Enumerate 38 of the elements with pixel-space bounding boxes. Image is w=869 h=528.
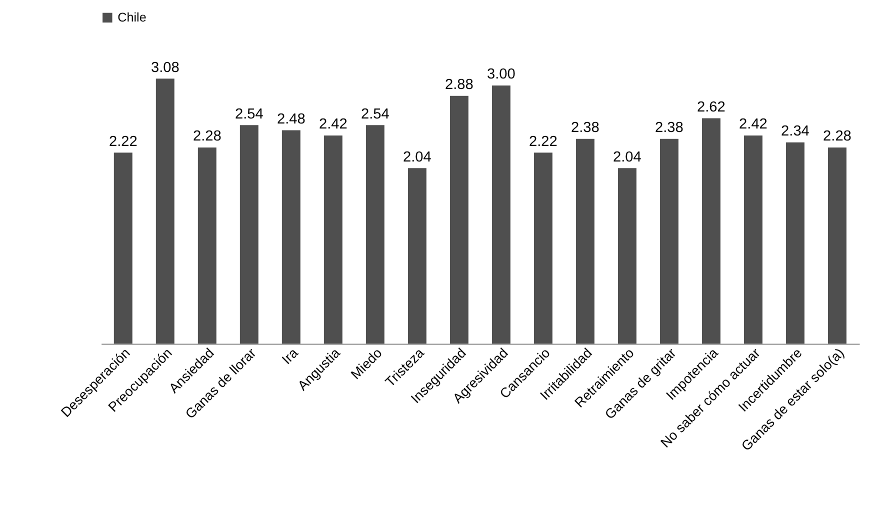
bar xyxy=(408,168,426,344)
data-label: 2.28 xyxy=(192,128,222,145)
bar xyxy=(324,135,342,344)
data-label: 2.04 xyxy=(402,149,432,166)
x-tick-label: Ira xyxy=(279,345,302,368)
bar xyxy=(492,86,510,344)
data-label: 2.28 xyxy=(823,128,852,145)
bar xyxy=(450,96,468,344)
bar xyxy=(198,148,216,344)
data-label: 2.62 xyxy=(697,99,726,116)
data-label: 2.42 xyxy=(318,116,348,133)
data-label: 2.22 xyxy=(529,134,558,150)
bar xyxy=(534,152,552,344)
bar xyxy=(282,130,300,344)
data-label: 2.42 xyxy=(739,116,768,133)
bar xyxy=(786,142,804,344)
bar xyxy=(366,125,384,344)
data-label: 2.48 xyxy=(276,111,306,128)
data-label: 2.22 xyxy=(108,134,138,150)
data-label: 3.08 xyxy=(150,60,180,76)
data-label: 2.34 xyxy=(781,124,810,140)
data-label: 2.04 xyxy=(613,149,642,166)
bar xyxy=(744,135,762,344)
data-label: 2.38 xyxy=(571,120,600,136)
bar xyxy=(618,168,636,344)
data-label: 2.54 xyxy=(234,106,264,122)
data-label: 3.00 xyxy=(487,66,516,83)
legend-label: Chile xyxy=(118,10,146,25)
data-label: 2.54 xyxy=(360,106,390,122)
bar xyxy=(114,152,132,344)
bar xyxy=(576,138,594,344)
data-label: 2.38 xyxy=(655,120,684,136)
bar xyxy=(156,78,174,344)
bar xyxy=(702,118,720,344)
bar xyxy=(240,125,258,344)
bar xyxy=(828,148,846,344)
bar xyxy=(660,138,678,344)
data-label: 2.88 xyxy=(444,77,474,94)
